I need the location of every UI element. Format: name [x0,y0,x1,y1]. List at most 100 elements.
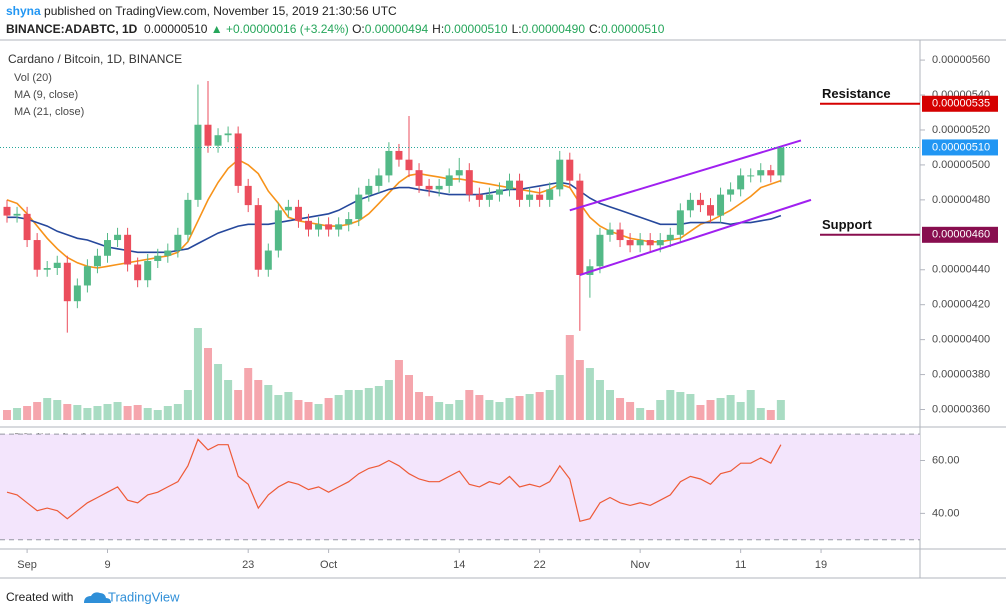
footer-brand: TradingView [108,589,180,604]
volume-bar [13,408,22,420]
legend-ma9: MA (9, close) [14,89,78,101]
volume-bar [374,386,383,420]
volume-bar [334,395,343,420]
y-tick-label: 0.00000380 [932,368,990,380]
volume-bar [33,402,42,420]
volume-bar [173,404,182,420]
volume-bar [344,390,353,420]
volume-bar [143,408,152,420]
x-tick-label: 22 [534,559,546,571]
candle-body [425,185,433,190]
volume-bar [666,390,675,420]
volume-bar [525,394,534,420]
candle-body [33,240,41,270]
volume-bar [656,400,665,420]
candle-body [73,285,81,302]
candle-body [244,185,252,206]
y-tick-label: 0.00000440 [932,264,990,276]
candle-body [335,224,343,230]
volume-bar [23,406,32,420]
volume-bar [93,406,102,420]
candle-body [506,180,513,190]
ohlc: O:0.00000494 H:0.00000510 L:0.00000490 C:0.… [352,22,668,36]
candle-body [737,175,745,190]
volume-bar [555,375,564,420]
candle-body [576,180,584,275]
candle-body [646,240,654,246]
volume-bar [204,348,212,420]
volume-bar [43,398,52,420]
volume-bar [234,390,243,420]
x-tick-label: 23 [242,559,254,571]
volume-bar [626,402,635,420]
candle-body [375,175,383,186]
volume-bar [606,390,614,420]
chart-title: Cardano / Bitcoin, 1D, BINANCE [8,52,182,66]
volume-bar [565,335,574,420]
volume-bar [415,392,424,420]
ma-line [7,181,782,254]
candle-body [43,268,51,270]
y-tick-label: 0.00000360 [932,403,990,415]
y-tick-label: 0.00000560 [932,54,990,66]
candle-body [385,150,393,176]
candle-body [586,266,594,275]
footer-text: Created with [6,590,73,604]
symbol-line: BINANCE:ADABTC, 1D 0.00000510 ▲ +0.00000… [6,22,668,36]
x-tick-label: 11 [735,559,746,571]
candle-body [144,261,152,281]
candle-body [626,240,634,246]
candle-body [747,175,755,177]
x-tick-label: Oct [320,559,337,571]
candle-body [355,194,363,220]
volume-bar [776,400,785,420]
candle-body [104,240,111,256]
candle-body [214,135,222,146]
ohlc-label: H: [432,22,445,36]
volume-bar [354,390,363,420]
volume-bar [63,404,72,420]
candle-body [596,234,604,267]
candle-body [204,124,212,146]
volume-bar [254,380,263,420]
candle-body [435,185,443,190]
volume-bar [405,375,413,420]
volume-bar [314,404,323,420]
candle-body [23,213,31,241]
publish-line: shyna published on TradingView.com, Nove… [6,4,397,18]
candle-body [224,133,232,136]
candle-body [134,264,142,281]
candle-body [516,180,524,200]
volume-bar [193,328,202,420]
candle-body [767,170,775,176]
volume-bar [435,402,444,420]
candle-body [93,255,101,267]
candle-body [445,175,453,186]
ohlc-label: O: [352,22,365,36]
symbol: BINANCE:ADABTC, 1D [6,22,138,36]
volume-bar [294,400,303,420]
volume-bar [485,400,494,420]
volume-bar [766,410,775,420]
last-price-label: 0.00000510 [932,141,990,153]
change: ▲ +0.00000016 (+3.24%) [210,22,349,36]
volume-bar [183,390,192,420]
candle-body [164,250,172,256]
volume-bar [53,400,62,420]
candle-body [53,262,61,268]
level-box [922,226,998,243]
x-tick-label: 14 [453,559,465,571]
x-tick-label: 9 [104,559,110,571]
candle-body [83,266,91,286]
candle-body [666,234,674,241]
candle-body [696,199,704,206]
candle-body [124,234,132,265]
volume-bar [646,410,655,420]
candle-body [325,224,333,230]
volume-bar [304,402,313,420]
candle-body [254,205,262,270]
volume-bar [394,360,403,420]
y-tick-label: 0.00000520 [932,124,990,136]
logo-cloud [84,592,111,603]
